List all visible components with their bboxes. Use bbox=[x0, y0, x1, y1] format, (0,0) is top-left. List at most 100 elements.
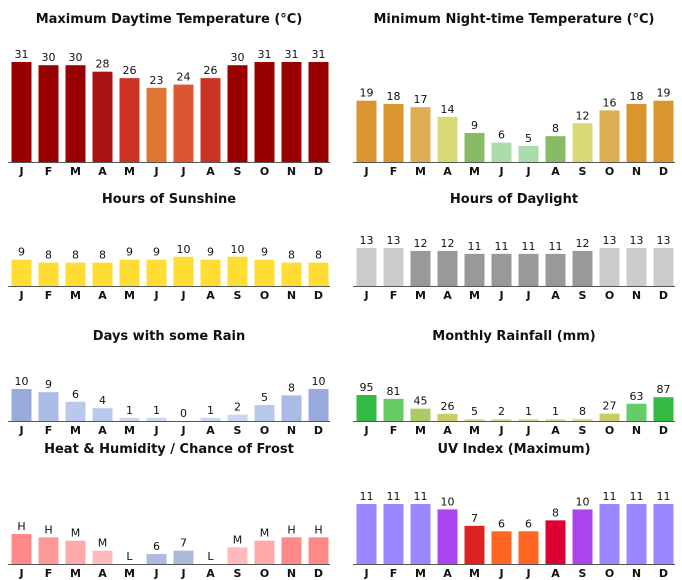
tick-label: D bbox=[314, 424, 323, 437]
tick-label: M bbox=[469, 424, 480, 437]
data-label: 26 bbox=[123, 64, 137, 77]
data-label: 9 bbox=[207, 246, 214, 259]
bar bbox=[437, 509, 458, 564]
tick-label: M bbox=[70, 424, 81, 437]
tick-label: M bbox=[124, 424, 135, 437]
data-label: 28 bbox=[96, 58, 110, 71]
data-label: M bbox=[98, 537, 108, 550]
tick-label: F bbox=[45, 165, 53, 178]
bar bbox=[599, 248, 620, 286]
data-label: 18 bbox=[387, 90, 401, 103]
tick-label: S bbox=[234, 289, 242, 302]
data-label: 31 bbox=[15, 48, 29, 61]
tick-label: A bbox=[206, 165, 215, 178]
tick-label: N bbox=[632, 289, 641, 302]
bar bbox=[281, 62, 302, 162]
bar bbox=[227, 256, 248, 286]
chart-title: Hours of Sunshine bbox=[101, 192, 237, 207]
bar bbox=[410, 408, 431, 421]
data-label: 1 bbox=[126, 404, 133, 417]
bar bbox=[599, 110, 620, 162]
data-label: M bbox=[71, 527, 81, 540]
bar bbox=[437, 116, 458, 162]
data-label: M bbox=[233, 533, 243, 546]
data-label: 11 bbox=[414, 490, 428, 503]
tick-label: J bbox=[363, 165, 368, 178]
bar bbox=[38, 537, 59, 564]
data-label: 9 bbox=[45, 378, 52, 391]
bar bbox=[653, 100, 674, 162]
tick-label: A bbox=[98, 165, 107, 178]
bar bbox=[356, 100, 377, 162]
tick-label: A bbox=[551, 165, 560, 178]
data-label: 9 bbox=[153, 246, 160, 259]
data-label: 1 bbox=[552, 405, 559, 418]
bar bbox=[653, 397, 674, 421]
bar bbox=[308, 537, 329, 564]
bar bbox=[464, 253, 485, 286]
data-label: 6 bbox=[498, 129, 505, 142]
bar bbox=[653, 504, 674, 564]
tick-label: S bbox=[234, 424, 242, 437]
data-label: M bbox=[260, 527, 270, 540]
tick-label: J bbox=[153, 165, 158, 178]
data-label: 8 bbox=[315, 249, 322, 262]
data-label: 9 bbox=[261, 246, 268, 259]
bar bbox=[119, 259, 140, 286]
bar bbox=[410, 504, 431, 564]
tick-label: O bbox=[605, 424, 614, 437]
tick-label: O bbox=[260, 165, 269, 178]
bar bbox=[572, 123, 593, 162]
data-label: 10 bbox=[15, 375, 29, 388]
tick-label: J bbox=[153, 289, 158, 302]
data-label: 9 bbox=[471, 119, 478, 132]
bar bbox=[572, 250, 593, 286]
tick-label: S bbox=[234, 165, 242, 178]
tick-label: M bbox=[70, 567, 81, 580]
bar bbox=[383, 504, 404, 564]
data-label: 11 bbox=[630, 490, 644, 503]
data-label: 31 bbox=[258, 48, 272, 61]
data-label: 7 bbox=[471, 512, 478, 525]
tick-label: D bbox=[659, 424, 668, 437]
data-label: 12 bbox=[576, 109, 590, 122]
bar bbox=[200, 78, 221, 162]
bar bbox=[572, 418, 593, 421]
tick-label: M bbox=[415, 165, 426, 178]
bar bbox=[173, 84, 194, 162]
data-label: L bbox=[207, 550, 214, 563]
tick-label: J bbox=[18, 289, 23, 302]
bar bbox=[38, 262, 59, 286]
tick-label: A bbox=[98, 424, 107, 437]
bar bbox=[200, 259, 221, 286]
bar bbox=[599, 413, 620, 421]
data-label: H bbox=[44, 523, 52, 536]
tick-label: M bbox=[415, 289, 426, 302]
tick-label: M bbox=[124, 165, 135, 178]
bar bbox=[626, 103, 647, 162]
tick-label: A bbox=[551, 424, 560, 437]
data-label: 8 bbox=[45, 249, 52, 262]
bar bbox=[173, 256, 194, 286]
data-label: 9 bbox=[18, 246, 25, 259]
tick-label: F bbox=[390, 567, 398, 580]
bar bbox=[92, 262, 113, 286]
bar bbox=[11, 389, 32, 421]
bar bbox=[254, 405, 275, 421]
data-label: 63 bbox=[630, 390, 644, 403]
data-label: 30 bbox=[69, 51, 83, 64]
tick-label: M bbox=[469, 165, 480, 178]
tick-label: J bbox=[363, 289, 368, 302]
bar bbox=[545, 136, 566, 162]
data-label: 11 bbox=[522, 240, 536, 253]
data-label: 10 bbox=[576, 495, 590, 508]
bar bbox=[572, 509, 593, 564]
data-label: 31 bbox=[312, 48, 326, 61]
bar bbox=[599, 504, 620, 564]
tick-label: N bbox=[287, 567, 296, 580]
tick-label: J bbox=[498, 424, 503, 437]
bar bbox=[146, 259, 167, 286]
bar bbox=[464, 525, 485, 564]
data-label: 95 bbox=[360, 381, 374, 394]
